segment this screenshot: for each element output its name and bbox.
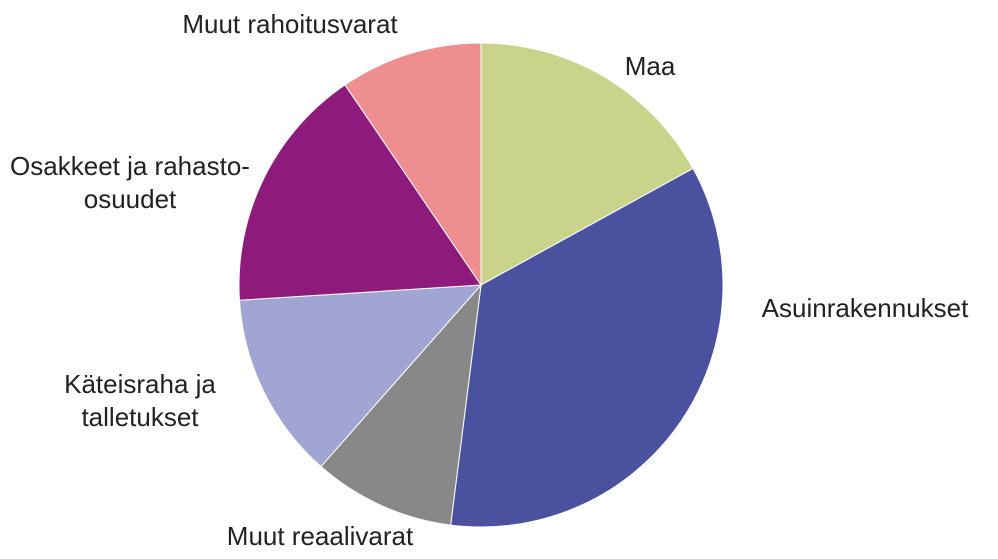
slice-label: Osakkeet ja rahasto-osuudet	[10, 151, 250, 214]
slice-label: Käteisraha ja talletukset	[64, 369, 216, 432]
pie-slice	[238, 84, 482, 301]
slice-label: Muut reaalivarat	[226, 521, 414, 551]
slice-label: Maa	[624, 51, 676, 81]
slice-label: Muut rahoitusvarat	[182, 9, 398, 39]
pie-slice	[320, 283, 482, 526]
slice-label: Asuinrakennukset	[761, 293, 969, 323]
pie-slice	[480, 42, 694, 286]
pie-slice	[238, 284, 483, 468]
pie-slice	[344, 42, 482, 287]
pie-slice	[450, 167, 724, 528]
